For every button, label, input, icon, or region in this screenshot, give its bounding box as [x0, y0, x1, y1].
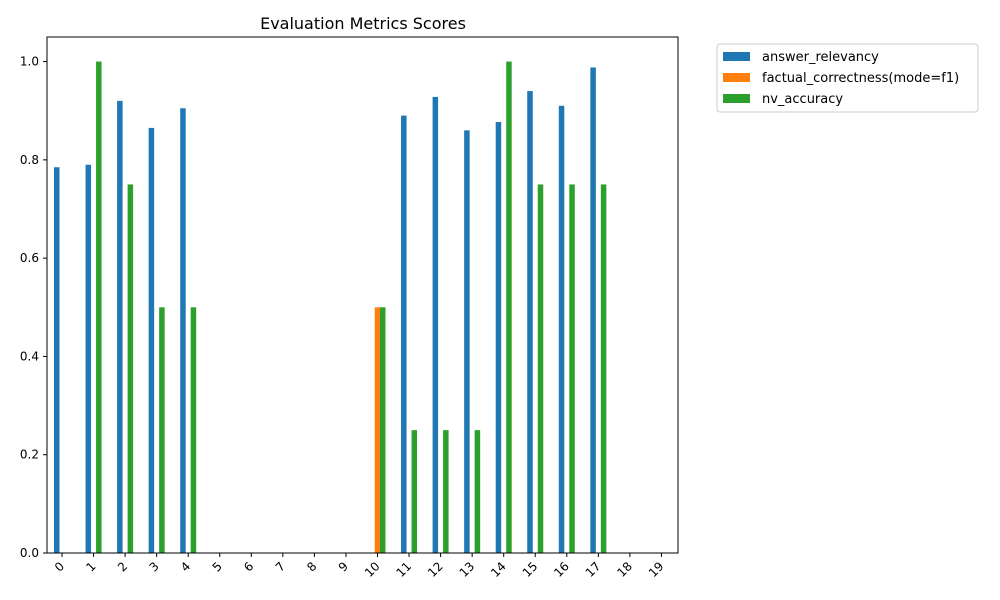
x-tick-label: 12: [425, 559, 446, 580]
x-tick-label: 1: [83, 559, 98, 574]
bar-nv-accuracy-13: [474, 430, 481, 553]
legend-label: factual_correctness(mode=f1): [762, 71, 959, 86]
bar-answer-relevancy-1: [85, 164, 92, 553]
bar-nv-accuracy-11: [411, 430, 418, 553]
bar-answer-relevancy-2: [117, 100, 123, 553]
legend-swatch: [723, 52, 750, 61]
bar-nv-accuracy-3: [159, 307, 165, 553]
bar-factual-correctness-mode-f1--10: [374, 307, 381, 553]
x-tick-label: 6: [241, 559, 256, 574]
legend: answer_relevancy factual_correctness(mode…: [716, 43, 979, 113]
y-tick-label: 0.0: [20, 546, 39, 560]
x-tick-label: 3: [146, 559, 161, 574]
bar-nv-accuracy-2: [127, 184, 134, 553]
x-tick-label: 15: [520, 559, 541, 580]
bar-nv-accuracy-15: [537, 184, 544, 553]
legend-label: nv_accuracy: [762, 92, 843, 107]
x-tick-label: 0: [52, 559, 67, 574]
legend-label: answer_relevancy: [762, 50, 879, 65]
legend-swatch: [723, 73, 750, 82]
legend-swatch: [723, 94, 750, 103]
x-tick-label: 14: [488, 559, 509, 580]
x-tick-label: 5: [210, 559, 225, 574]
bars-layer: [54, 61, 607, 554]
x-tick-label: 4: [178, 559, 193, 574]
x-tick-label: 8: [304, 559, 319, 574]
x-tick-label: 16: [551, 559, 572, 580]
bar-nv-accuracy-16: [569, 184, 575, 553]
x-tick-label: 9: [336, 559, 351, 574]
bar-nv-accuracy-14: [506, 61, 512, 553]
x-tick-label: 13: [457, 559, 478, 580]
x-tick-label: 17: [583, 559, 604, 580]
bar-nv-accuracy-1: [96, 61, 102, 553]
bar-answer-relevancy-0: [54, 167, 60, 554]
bar-answer-relevancy-12: [432, 96, 439, 553]
bar-nv-accuracy-12: [443, 430, 449, 553]
bar-answer-relevancy-14: [495, 122, 502, 554]
y-tick-label: 1.0: [20, 55, 39, 69]
bar-answer-relevancy-13: [464, 130, 470, 553]
legend-box: [716, 43, 979, 113]
x-axis: 0 1 2 3 4 5 6 7 8 9 10 11 12 13 14 15 16 17 18 19: [52, 553, 667, 580]
x-tick-label: 19: [646, 559, 667, 580]
x-tick-label: 10: [362, 559, 383, 580]
bar-nv-accuracy-10: [380, 307, 386, 553]
bar-answer-relevancy-17: [590, 67, 596, 553]
plot-frame: [46, 36, 679, 554]
bar-answer-relevancy-16: [558, 105, 565, 554]
bar-answer-relevancy-15: [527, 91, 533, 553]
bar-nv-accuracy-17: [600, 184, 607, 553]
x-tick-label: 7: [273, 559, 288, 574]
y-tick-label: 0.2: [20, 448, 39, 462]
bar-nv-accuracy-4: [190, 307, 197, 553]
y-tick-label: 0.6: [20, 251, 39, 265]
y-axis: 0.0 0.2 0.4 0.6 0.8 1.0: [20, 55, 47, 560]
bar-answer-relevancy-3: [148, 127, 155, 553]
bar-answer-relevancy-4: [180, 108, 186, 553]
bar-answer-relevancy-11: [401, 115, 407, 553]
x-tick-label: 2: [115, 559, 130, 574]
x-tick-label: 18: [614, 559, 635, 580]
x-tick-label: 11: [393, 559, 414, 580]
y-tick-label: 0.8: [20, 153, 39, 167]
chart-title: Evaluation Metrics Scores: [260, 14, 466, 33]
y-tick-label: 0.4: [20, 349, 39, 363]
